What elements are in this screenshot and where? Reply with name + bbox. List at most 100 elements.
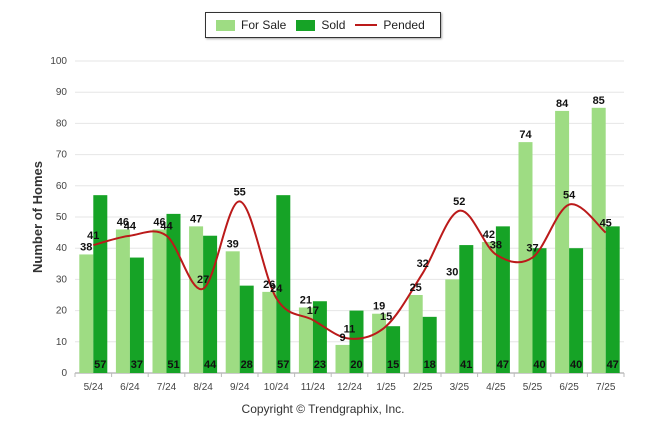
y-axis-ticks: 0 10 20 30 40 50 60 70 80 90 100	[50, 56, 67, 379]
data-label-sold: 15	[387, 359, 399, 371]
x-tick-label: 4/25	[486, 382, 506, 393]
data-label-for-sale: 26	[263, 279, 275, 291]
bar-sold[interactable]	[93, 195, 108, 373]
data-label-sold: 47	[607, 359, 619, 371]
data-label-pended: 15	[380, 311, 392, 323]
data-label-sold: 47	[497, 359, 509, 371]
data-label-pended: 38	[490, 239, 502, 251]
bar-sold[interactable]	[312, 301, 327, 373]
bar-sold[interactable]	[239, 285, 254, 373]
bar-for-sale[interactable]	[518, 142, 533, 373]
legend-item-for-sale[interactable]: For Sale	[216, 18, 286, 32]
data-label-sold: 57	[94, 359, 106, 371]
data-label-sold: 40	[533, 359, 545, 371]
y-tick-label: 70	[56, 150, 68, 161]
bar-sold[interactable]	[166, 213, 181, 373]
data-label-for-sale: 46	[153, 216, 165, 228]
bar-for-sale[interactable]	[555, 110, 570, 374]
line-pended[interactable]	[93, 200, 607, 340]
legend: For Sale Sold Pended	[205, 12, 441, 38]
data-label-pended: 44	[124, 221, 137, 233]
legend-label-for-sale: For Sale	[241, 18, 287, 32]
data-label-for-sale: 46	[117, 216, 129, 228]
data-label-for-sale: 84	[556, 98, 569, 110]
y-tick-label: 50	[56, 212, 68, 223]
data-label-for-sale: 19	[373, 301, 385, 313]
data-label-pended: 44	[160, 221, 173, 233]
bar-sold[interactable]	[349, 310, 364, 373]
y-tick-label: 30	[56, 274, 68, 285]
x-tick-label: 7/25	[596, 382, 616, 393]
bar-sold[interactable]	[422, 316, 437, 373]
y-tick-label: 10	[56, 337, 68, 348]
x-tick-label: 9/24	[230, 382, 250, 393]
x-tick-label: 2/25	[413, 382, 433, 393]
x-tick-label: 11/24	[301, 382, 326, 393]
bar-sold[interactable]	[276, 195, 291, 373]
y-tick-label: 20	[56, 306, 68, 317]
data-label-sold: 23	[314, 359, 326, 371]
bar-sold[interactable]	[459, 245, 474, 373]
data-labels: 3857463746514744392826572123920191525183…	[80, 95, 619, 371]
bar-for-sale[interactable]	[298, 307, 313, 373]
bar-sold[interactable]	[203, 235, 218, 373]
bar-sold[interactable]	[386, 326, 401, 373]
x-axis-ticks: 5/24 6/24 7/24 8/24 9/24 10/24 11/24 12/24 1/25 2…	[74, 373, 625, 393]
x-tick-label: 3/25	[450, 382, 470, 393]
legend-item-pended[interactable]: Pended	[355, 18, 425, 32]
legend-swatch-sold	[296, 19, 316, 31]
bar-sold[interactable]	[129, 257, 144, 373]
y-tick-label: 80	[56, 118, 68, 129]
data-label-pended: 54	[563, 190, 576, 202]
legend-swatch-for-sale	[216, 19, 235, 31]
data-label-sold: 44	[204, 359, 217, 371]
bar-for-sale[interactable]	[262, 291, 277, 373]
data-label-pended: 11	[344, 324, 356, 336]
data-label-sold: 28	[241, 359, 253, 371]
legend-item-sold[interactable]: Sold	[296, 18, 345, 32]
bar-for-sale[interactable]	[481, 241, 496, 373]
bar-for-sale[interactable]	[225, 251, 240, 373]
data-label-pended: 37	[526, 243, 538, 255]
legend-label-pended: Pended	[383, 18, 425, 32]
y-tick-label: 90	[56, 87, 68, 98]
x-tick-label: 5/24	[84, 382, 104, 393]
legend-swatch-pended	[355, 24, 378, 26]
x-tick-label: 1/25	[376, 382, 396, 393]
bar-for-sale[interactable]	[591, 107, 606, 374]
bar-sold[interactable]	[605, 226, 620, 373]
bar-for-sale[interactable]	[445, 279, 460, 373]
y-axis-label: Number of Homes	[30, 161, 45, 273]
data-label-pended: 45	[600, 218, 612, 230]
data-label-sold: 57	[277, 359, 289, 371]
bar-sold[interactable]	[532, 248, 547, 373]
data-label-for-sale: 9	[339, 332, 345, 344]
bar-for-sale[interactable]	[79, 254, 94, 373]
y-tick-label: 0	[61, 368, 67, 379]
y-tick-label: 40	[56, 243, 68, 254]
bar-for-sale[interactable]	[335, 344, 350, 373]
data-label-sold: 41	[460, 359, 472, 371]
x-tick-label: 5/25	[523, 382, 543, 393]
bar-sold[interactable]	[495, 226, 510, 373]
x-tick-label: 10/24	[264, 382, 289, 393]
data-label-for-sale: 21	[300, 294, 312, 306]
data-label-for-sale: 47	[190, 213, 202, 225]
data-label-sold: 37	[131, 359, 143, 371]
bar-for-sale[interactable]	[115, 229, 130, 373]
bar-sold[interactable]	[569, 248, 584, 373]
bar-for-sale[interactable]	[408, 295, 423, 373]
data-label-sold: 20	[350, 359, 362, 371]
data-label-pended: 17	[307, 305, 319, 317]
data-label-pended: 55	[234, 186, 246, 198]
bar-for-sale[interactable]	[152, 229, 167, 373]
data-label-sold: 18	[424, 359, 436, 371]
data-label-sold: 51	[167, 359, 179, 371]
x-tick-label: 12/24	[337, 382, 362, 393]
y-tick-label: 60	[56, 181, 68, 192]
copyright: Copyright © Trendgraphix, Inc.	[241, 402, 405, 416]
bar-for-sale[interactable]	[189, 226, 204, 373]
data-label-for-sale: 42	[483, 229, 495, 241]
data-label-for-sale: 25	[410, 282, 422, 294]
